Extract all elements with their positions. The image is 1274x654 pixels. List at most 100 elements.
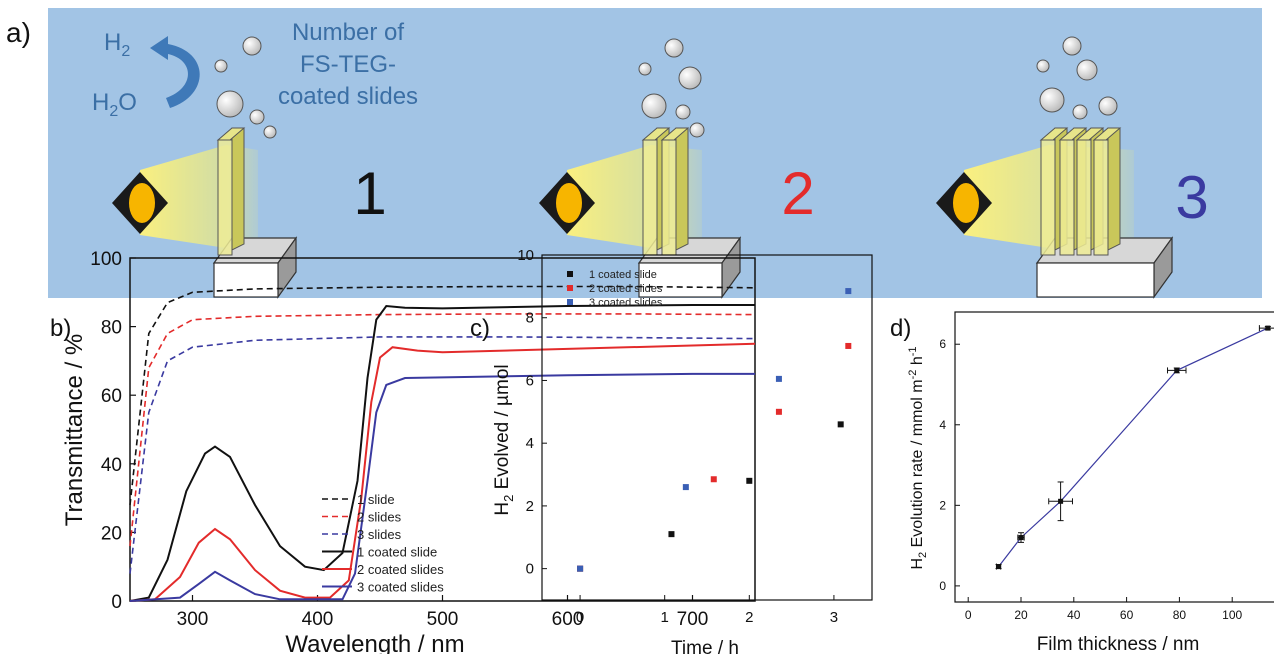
coated-slide — [1093, 139, 1109, 256]
panel-b-series — [129, 285, 756, 602]
x-tick-label: 80 — [1173, 608, 1187, 622]
x-tick-label: 1 — [661, 609, 669, 626]
legend-label: 2 coated slides — [357, 562, 444, 577]
coated-slide — [642, 139, 658, 256]
number-two: 2 — [781, 160, 814, 227]
y-tick-label: 6 — [939, 337, 946, 351]
y-tick-label: 0 — [111, 592, 122, 613]
x-tick-label: 100 — [1222, 608, 1242, 622]
hydrogen-bubble-icon — [263, 125, 277, 139]
panel-a-label: a) — [6, 17, 31, 48]
setup-illustrations — [112, 36, 1174, 299]
panel-d-label: d) — [890, 315, 911, 342]
series-line — [129, 336, 756, 574]
legend-label: 1 slide — [357, 492, 395, 507]
x-tick-label: 0 — [965, 608, 972, 622]
series-line — [129, 372, 755, 602]
hydrogen-bubble-icon — [216, 90, 244, 118]
hydrogen-bubble-icon — [214, 59, 228, 73]
panel-b-x-axis-label: Wavelength / nm — [285, 631, 464, 654]
number-three: 3 — [1175, 164, 1208, 231]
curved-arrow-icon — [150, 36, 200, 108]
panel-c-y-axis-label: H2 Evolved / µmol — [492, 364, 516, 515]
data-point — [682, 484, 689, 491]
hydrogen-bubble-icon — [1062, 36, 1082, 56]
y-tick-label: 10 — [517, 247, 534, 264]
panel-a: a) H2 H2O Number of FS-TEG- coated slide… — [6, 8, 1262, 299]
panel-c-x-axis-label: Time / h — [671, 638, 739, 654]
data-point — [1018, 535, 1024, 541]
slide-side — [675, 127, 689, 251]
hydrogen-bubble-icon — [242, 36, 262, 56]
legend-marker — [567, 285, 573, 291]
panel-c-legend: 1 coated slide 2 coated slides 3 coated sl… — [567, 269, 663, 309]
data-point — [775, 408, 782, 415]
series-line — [129, 285, 756, 506]
panel-b-label: b) — [50, 315, 71, 342]
legend-label: 2 coated slides — [589, 283, 663, 295]
y-tick-label: 4 — [526, 435, 534, 452]
h2-label: H2 — [104, 29, 130, 60]
data-point — [1174, 367, 1180, 373]
panel-b-y-axis-label: Transmittance / % — [61, 334, 88, 527]
data-point — [837, 421, 844, 428]
lamp-bulb-icon — [953, 183, 979, 223]
panel-c: c) 0 1 2 3 0 2 4 6 8 10 1 coated slide 2 coated sl… — [470, 247, 873, 654]
x-tick-label: 600 — [552, 609, 584, 630]
data-point — [668, 531, 675, 538]
hydrogen-bubble-icon — [641, 93, 667, 119]
y-tick-label: 100 — [90, 249, 122, 270]
y-tick-label: 2 — [526, 498, 534, 515]
data-point — [775, 375, 782, 382]
data-point — [577, 565, 584, 572]
y-tick-label: 80 — [101, 318, 122, 339]
coated-slide — [1040, 139, 1056, 256]
data-point — [1058, 498, 1064, 504]
y-tick-label: 6 — [526, 372, 534, 389]
series-line — [129, 313, 756, 547]
y-tick-label: 40 — [101, 455, 122, 476]
data-point — [1265, 325, 1271, 331]
coated-slide — [1076, 139, 1092, 256]
slide-side — [1107, 127, 1121, 251]
caption-line-3: coated slides — [278, 83, 418, 110]
panel-c-series — [577, 288, 852, 572]
panel-c-label: c) — [470, 315, 490, 342]
data-point — [845, 342, 852, 349]
y-tick-label: 2 — [939, 498, 946, 512]
x-tick-label: 700 — [677, 609, 709, 630]
legend-label: 1 coated slide — [589, 269, 657, 281]
data-point — [996, 564, 1002, 570]
x-tick-label: 60 — [1120, 608, 1134, 622]
h2o-label: H2O — [92, 89, 137, 120]
number-one: 1 — [353, 160, 386, 227]
panel-b-legend: 1 slide 2 slides 3 slides 1 coated slide 2 c… — [322, 492, 444, 595]
hydrogen-bubble-icon — [1039, 87, 1065, 113]
lamp-bulb-icon — [129, 183, 155, 223]
x-tick-label: 500 — [427, 609, 459, 630]
stand-front — [213, 262, 279, 298]
coated-slide — [217, 139, 233, 256]
legend-label: 3 coated slides — [589, 297, 663, 309]
caption-line-1: Number of — [292, 19, 404, 46]
legend-label: 2 slides — [357, 510, 402, 525]
data-point — [746, 477, 753, 484]
x-tick-label: 2 — [745, 609, 753, 626]
x-tick-label: 20 — [1014, 608, 1028, 622]
stand-front — [638, 262, 723, 298]
x-tick-label: 300 — [177, 609, 209, 630]
panel-d-x-axis-label: Film thickness / nm — [1037, 634, 1200, 654]
lamp-bulb-icon — [556, 183, 582, 223]
y-tick-label: 8 — [526, 310, 534, 327]
stand-front — [1036, 262, 1155, 298]
y-tick-label: 4 — [939, 418, 946, 432]
panel-d-plot-frame — [954, 311, 1274, 603]
y-tick-label: 20 — [101, 523, 122, 544]
slide-side — [231, 127, 245, 251]
hydrogen-bubble-icon — [638, 62, 652, 76]
y-tick-label: 0 — [939, 579, 946, 593]
